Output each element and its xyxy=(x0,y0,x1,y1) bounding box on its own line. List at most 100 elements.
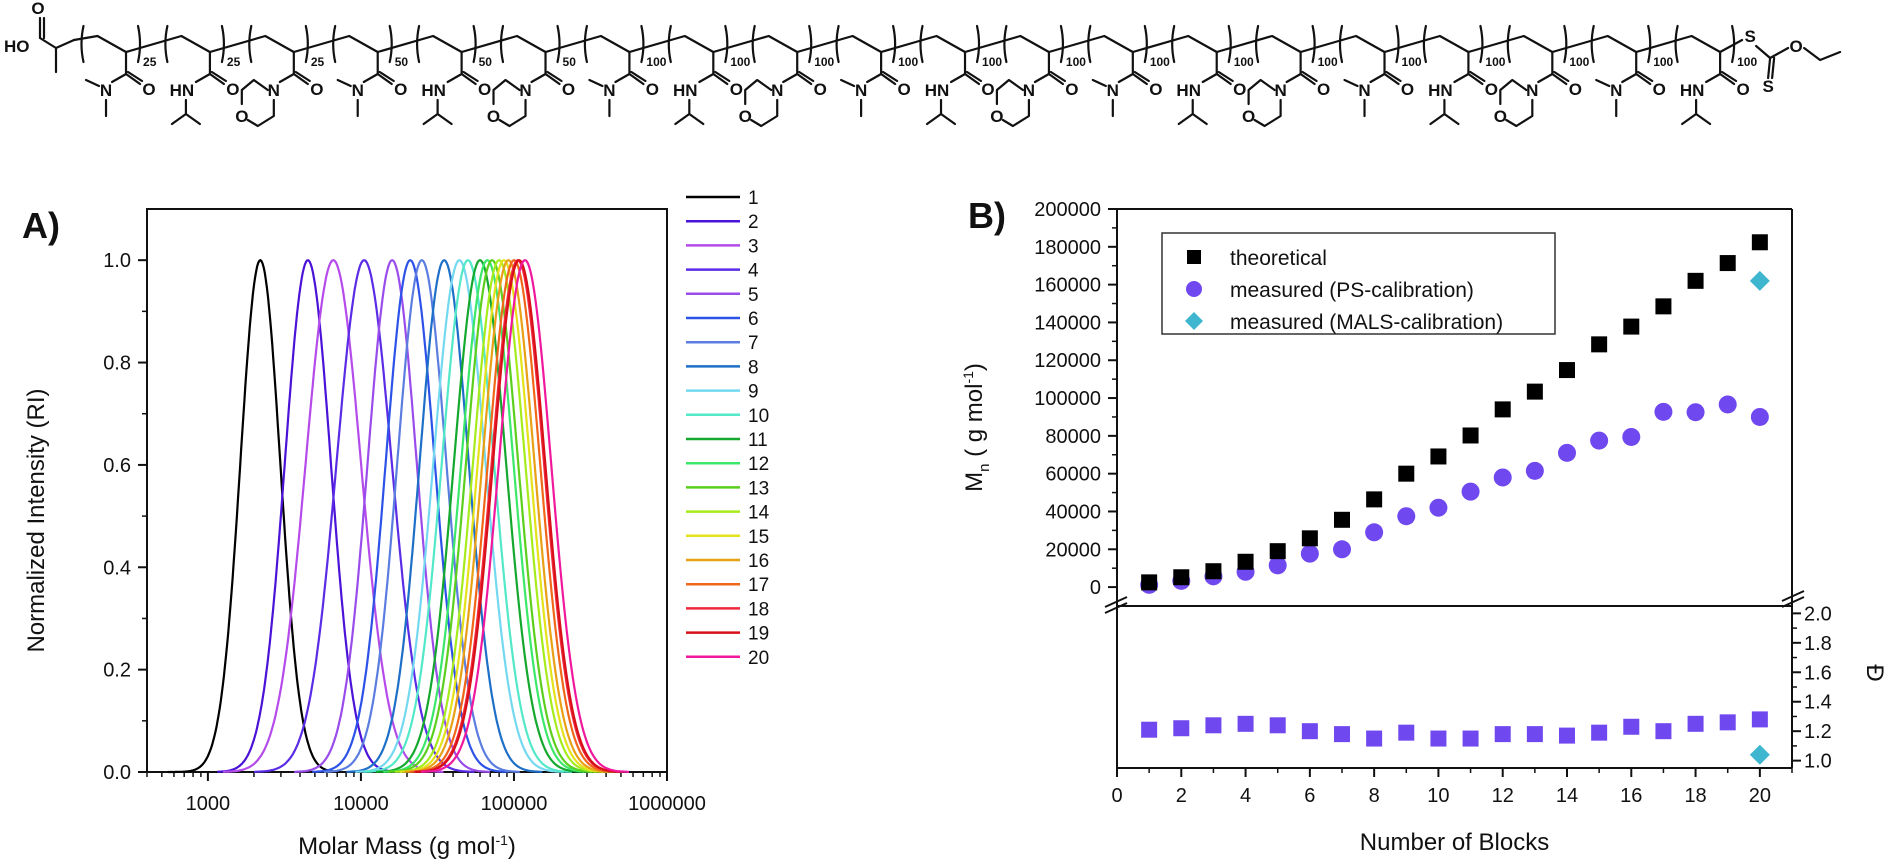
upper-y-label-rest: ( g mol xyxy=(961,384,988,464)
block-dp-subscript: 100 xyxy=(814,55,834,69)
backbone-segment xyxy=(292,34,379,54)
legend-label-9: 9 xyxy=(748,382,759,403)
point-square-upper xyxy=(1141,574,1158,591)
backbone-segment xyxy=(1467,34,1554,54)
carbonyl-oxygen: O xyxy=(730,80,743,99)
amide-bond xyxy=(698,72,715,84)
panel-label: B) xyxy=(968,195,1006,236)
carbonyl-oxygen: O xyxy=(898,80,911,99)
repeat-bracket-right xyxy=(1227,24,1232,64)
carbonyl-oxygen: O xyxy=(1653,80,1666,99)
repeat-bracket-right xyxy=(724,24,729,64)
x-tick-label: 1000000 xyxy=(628,793,706,815)
point-square-lower xyxy=(1462,730,1479,747)
point-square-upper xyxy=(1623,318,1640,335)
repeat-bracket-right xyxy=(892,24,897,64)
curve-series-9 xyxy=(355,258,564,773)
x-tick-label: 10000 xyxy=(333,793,389,815)
backbone-segment xyxy=(1215,34,1302,54)
lower-y-tick-label: 1.2 xyxy=(1804,721,1832,743)
point-square-lower xyxy=(1205,717,1222,734)
block-dp-subscript: 100 xyxy=(1066,55,1086,69)
point-circle-upper xyxy=(1397,507,1416,526)
amide-nh: HN xyxy=(673,81,698,100)
morpholine-ring xyxy=(1499,78,1534,128)
x-tick-label: 2 xyxy=(1176,785,1187,807)
repeat-bracket-left xyxy=(1674,24,1679,64)
block-dp-subscript: 25 xyxy=(143,55,157,69)
backbone-segment xyxy=(1383,34,1470,54)
point-circle-upper xyxy=(1654,402,1673,421)
legend-label-15: 15 xyxy=(748,527,769,548)
curve-series-19 xyxy=(415,258,624,773)
point-circle-upper xyxy=(1493,468,1512,487)
point-square-upper xyxy=(1398,465,1415,482)
upper-y-tick-label: 120000 xyxy=(1034,350,1101,372)
backbone-segment xyxy=(1047,34,1134,54)
amide-bond xyxy=(194,72,212,84)
block-dp-subscript: 50 xyxy=(479,55,493,69)
point-square-lower xyxy=(1141,721,1158,738)
upper-y-tick-label: 100000 xyxy=(1034,388,1101,410)
block-dp-subscript: 100 xyxy=(1653,55,1673,69)
legend-label-8: 8 xyxy=(748,357,759,378)
legend-box xyxy=(1161,232,1556,335)
curve-series-7 xyxy=(323,258,520,773)
y-tick-label: 0.2 xyxy=(103,660,131,682)
point-diamond-lower xyxy=(1749,744,1770,765)
dimethyl-groups xyxy=(1595,78,1618,118)
point-square-upper xyxy=(1334,511,1350,528)
x-tick-label: 14 xyxy=(1556,785,1578,807)
point-circle-upper xyxy=(1429,498,1448,517)
morpholine-oxygen: O xyxy=(1494,107,1507,126)
legend-label-18: 18 xyxy=(748,599,769,620)
carbonyl-oxygen: O xyxy=(1401,80,1414,99)
legend-label-1: 1 xyxy=(748,188,759,209)
acid-bonds xyxy=(38,16,76,74)
x-axis-label: Number of Blocks xyxy=(1360,829,1549,856)
point-circle-upper xyxy=(1718,395,1737,414)
x-tick-label: 16 xyxy=(1620,785,1642,807)
block-dp-subscript: 100 xyxy=(1569,55,1589,69)
curve-series-16 xyxy=(404,258,613,773)
point-square-upper xyxy=(1462,427,1479,444)
legend-label-3: 3 xyxy=(748,236,759,257)
point-square-upper xyxy=(1430,448,1447,465)
amide-nh: HN xyxy=(1680,81,1705,100)
repeat-bracket-right xyxy=(1059,24,1065,64)
repeat-bracket-left xyxy=(1087,24,1092,64)
repeat-bracket-left xyxy=(919,24,924,64)
lower-y-tick-label: 1.4 xyxy=(1804,692,1832,714)
repeat-bracket-left xyxy=(667,24,672,64)
amide-bond xyxy=(1033,72,1051,84)
repeat-bracket-left xyxy=(1171,24,1176,64)
lower-y-axis-label: Đ xyxy=(1861,664,1888,681)
curve-series-14 xyxy=(395,258,604,773)
sulfur-2: S xyxy=(1762,77,1773,96)
point-circle-upper xyxy=(1365,523,1384,542)
dimethyl-groups xyxy=(1343,78,1366,118)
block-dp-subscript: 100 xyxy=(1150,55,1170,69)
backbone-segment xyxy=(1299,34,1386,54)
repeat-bracket-left xyxy=(1254,24,1260,64)
xanthate-bonds xyxy=(1755,44,1790,80)
x-tick-label: 1000 xyxy=(186,793,231,815)
morpholine-oxygen: O xyxy=(990,107,1003,126)
point-circle-upper xyxy=(1558,443,1576,462)
morpholine-ring xyxy=(1247,78,1282,128)
amide-nh: HN xyxy=(1428,81,1453,100)
point-square-lower xyxy=(1301,723,1318,740)
carbonyl-oxygen: O xyxy=(142,80,155,99)
isopropyl-group xyxy=(1177,98,1208,126)
x-axis-label-main: Molar Mass (g mol xyxy=(298,833,495,860)
backbone-segment xyxy=(1551,34,1638,54)
repeat-bracket-right xyxy=(1143,24,1148,64)
amide-nitrogen: N xyxy=(100,81,112,100)
upper-y-label-main: M xyxy=(961,472,988,492)
repeat-bracket-left xyxy=(499,24,505,64)
ethyl-group xyxy=(1803,46,1842,62)
amide-bond xyxy=(866,72,883,84)
block-dp-subscript: 50 xyxy=(563,55,577,69)
morpholine-nitrogen: N xyxy=(771,81,783,100)
repeat-bracket-left xyxy=(835,24,840,64)
